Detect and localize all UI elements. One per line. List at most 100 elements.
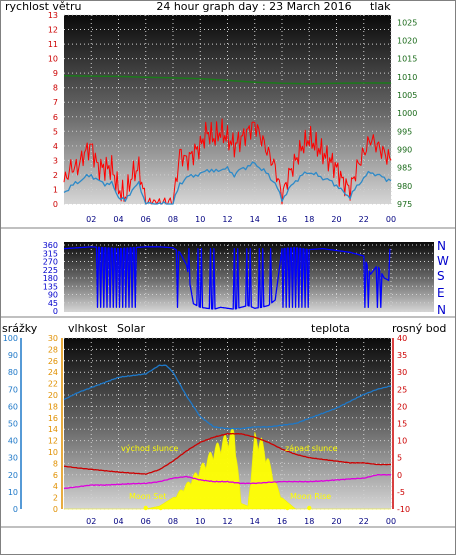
pressure-tick-label: 1020 bbox=[397, 36, 417, 45]
x-tick-label: 06 bbox=[141, 517, 151, 526]
solar-label: Solar bbox=[117, 322, 146, 335]
direction-tick-label: 270 bbox=[43, 258, 58, 267]
direction-tick-label: 180 bbox=[43, 274, 58, 283]
rain-tick-label: 0 bbox=[13, 505, 18, 514]
rain-tick-label: 40 bbox=[8, 437, 18, 446]
temperature-series bbox=[64, 432, 391, 475]
temperature-tick-label: 5 bbox=[397, 454, 402, 463]
rain-tick-label: 70 bbox=[8, 385, 18, 394]
temperature-tick-label: 10 bbox=[397, 437, 407, 446]
wind-speed-tick-label: 2 bbox=[53, 171, 58, 180]
rain-label: srážky bbox=[2, 322, 38, 335]
rain-tick-label: 80 bbox=[8, 368, 18, 377]
moon-set-marker bbox=[158, 505, 163, 511]
x-tick-label: 04 bbox=[113, 215, 123, 224]
wind-speed-tick-label: 5 bbox=[53, 127, 58, 136]
x-tick-label: 16 bbox=[277, 517, 287, 526]
direction-tick-label: 225 bbox=[43, 266, 58, 275]
wind-speed-tick-label: 6 bbox=[53, 113, 58, 122]
temperature-tick-label: -5 bbox=[397, 488, 405, 497]
pressure-tick-label: 980 bbox=[397, 182, 412, 191]
wind-speed-tick-label: 8 bbox=[53, 84, 58, 93]
temperature-label: teplota bbox=[311, 322, 350, 335]
x-tick-label: 12 bbox=[222, 517, 232, 526]
wind-panel-background bbox=[64, 15, 391, 204]
x-tick-label: 02 bbox=[86, 215, 96, 224]
pressure-tick-label: 975 bbox=[397, 200, 412, 209]
direction-tick-label: 45 bbox=[48, 299, 58, 308]
solar-tick-label: 24 bbox=[48, 368, 58, 377]
direction-compass-label: S bbox=[437, 269, 445, 283]
solar-tick-label: 0 bbox=[53, 505, 58, 514]
direction-tick-label: 90 bbox=[48, 291, 58, 300]
x-tick-label: 08 bbox=[168, 517, 178, 526]
wind-speed-tick-label: 9 bbox=[53, 69, 58, 78]
solar-tick-label: 8 bbox=[53, 459, 58, 468]
pressure-tick-label: 990 bbox=[397, 145, 412, 154]
solar-tick-label: 22 bbox=[48, 380, 58, 389]
humidity-series bbox=[63, 364, 392, 430]
wind-speed-tick-label: 11 bbox=[48, 40, 58, 49]
solar-tick-label: 18 bbox=[48, 402, 58, 411]
pressure-series bbox=[63, 74, 391, 85]
x-tick-label: 22 bbox=[359, 215, 369, 224]
rain-tick-label: 90 bbox=[8, 351, 18, 360]
rain-tick-label: 10 bbox=[8, 488, 18, 497]
moon-set-annotation: Moon Set bbox=[129, 492, 166, 501]
x-tick-label: 12 bbox=[222, 215, 232, 224]
wind-direction-series bbox=[63, 246, 391, 310]
solar-tick-label: 14 bbox=[48, 425, 58, 434]
temperature-tick-label: 20 bbox=[397, 402, 407, 411]
solar-tick-label: 30 bbox=[48, 334, 58, 343]
x-tick-label: 00 bbox=[386, 215, 396, 224]
sunrise-marker bbox=[143, 505, 148, 511]
direction-compass-label: N bbox=[437, 239, 446, 253]
direction-tick-label: 0 bbox=[53, 307, 58, 316]
wind-speed-tick-label: 13 bbox=[48, 11, 58, 20]
solar-tick-label: 16 bbox=[48, 414, 58, 423]
temperature-tick-label: 40 bbox=[397, 334, 407, 343]
x-tick-label: 06 bbox=[141, 215, 151, 224]
direction-compass-label: E bbox=[437, 286, 445, 300]
solar-tick-label: 12 bbox=[48, 437, 58, 446]
wind-speed-tick-label: 4 bbox=[53, 142, 58, 151]
wind-speed-tick-label: 12 bbox=[48, 26, 58, 35]
temperature-tick-label: 0 bbox=[397, 471, 402, 480]
x-tick-label: 10 bbox=[195, 517, 205, 526]
humidity-label: vlhkost bbox=[68, 322, 108, 335]
pressure-tick-label: 1010 bbox=[397, 73, 417, 82]
sunset-annotation: západ slunce bbox=[285, 444, 338, 453]
solar-tick-label: 26 bbox=[48, 357, 58, 366]
wind-speed-tick-label: 10 bbox=[48, 55, 58, 64]
solar-tick-label: 2 bbox=[53, 494, 58, 503]
wind-speed-tick-label: 1 bbox=[53, 185, 58, 194]
direction-tick-label: 360 bbox=[43, 241, 58, 250]
rain-tick-label: 60 bbox=[8, 402, 18, 411]
pressure-tick-label: 1005 bbox=[397, 91, 417, 100]
x-tick-label: 04 bbox=[113, 517, 123, 526]
wind-gust-series bbox=[63, 118, 392, 205]
direction-compass-label: W bbox=[437, 254, 449, 268]
solar-series bbox=[64, 427, 391, 510]
temperature-tick-label: 35 bbox=[397, 351, 407, 360]
x-tick-label: 16 bbox=[277, 215, 287, 224]
solar-tick-label: 4 bbox=[53, 482, 58, 491]
x-tick-label: 22 bbox=[359, 517, 369, 526]
moon-rise-annotation: Moon Rise bbox=[290, 492, 331, 501]
solar-tick-label: 20 bbox=[48, 391, 58, 400]
x-tick-label: 20 bbox=[331, 215, 341, 224]
direction-tick-label: 135 bbox=[43, 282, 58, 291]
grid-lines bbox=[20, 14, 434, 510]
temperature-tick-label: 15 bbox=[397, 420, 407, 429]
wind-speed-tick-label: 3 bbox=[53, 156, 58, 165]
pressure-tick-label: 995 bbox=[397, 127, 412, 136]
axis-labels: 02 04 06 08 10 12 14 16 18 20 22 000123456789101112… bbox=[3, 11, 449, 526]
x-tick-label: 20 bbox=[331, 517, 341, 526]
x-tick-label: 18 bbox=[304, 215, 314, 224]
pressure-tick-label: 1000 bbox=[397, 109, 417, 118]
direction-tick-label: 315 bbox=[43, 249, 58, 258]
sunset-marker bbox=[307, 505, 312, 511]
rain-tick-label: 20 bbox=[8, 471, 18, 480]
solar-tick-label: 28 bbox=[48, 345, 58, 354]
